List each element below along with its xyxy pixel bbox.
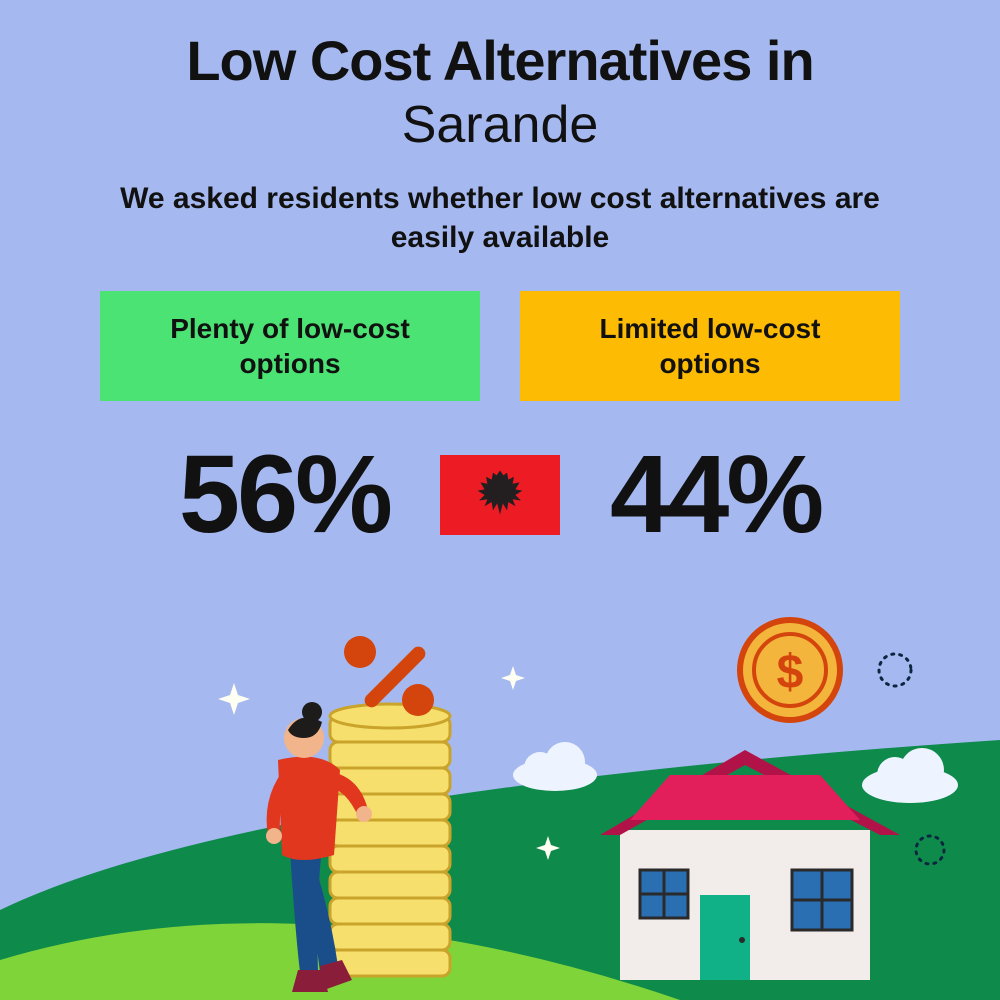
svg-text:$: $ xyxy=(777,646,804,699)
sparkle-2 xyxy=(501,666,525,690)
subtitle: We asked residents whether low cost alte… xyxy=(120,179,880,257)
stat-cards: Plenty of low-cost options Limited low-c… xyxy=(0,291,1000,401)
title-line1: Low Cost Alternatives in xyxy=(0,28,1000,93)
coin-stack xyxy=(330,704,450,976)
title-line2: Sarande xyxy=(0,95,1000,155)
flag-albania xyxy=(440,455,560,535)
coin-dollar: $ xyxy=(740,620,840,720)
stats-row: 56% 44% xyxy=(0,431,1000,558)
eagle-icon xyxy=(465,460,535,530)
card-limited: Limited low-cost options xyxy=(520,291,900,401)
card-plenty: Plenty of low-cost options xyxy=(100,291,480,401)
pct-left: 56% xyxy=(179,431,390,558)
illustration: $ xyxy=(0,600,1000,1000)
sparkle-1 xyxy=(218,683,250,715)
dot-burst-1 xyxy=(879,654,911,686)
cloud-left xyxy=(513,742,597,791)
pct-right: 44% xyxy=(610,431,821,558)
